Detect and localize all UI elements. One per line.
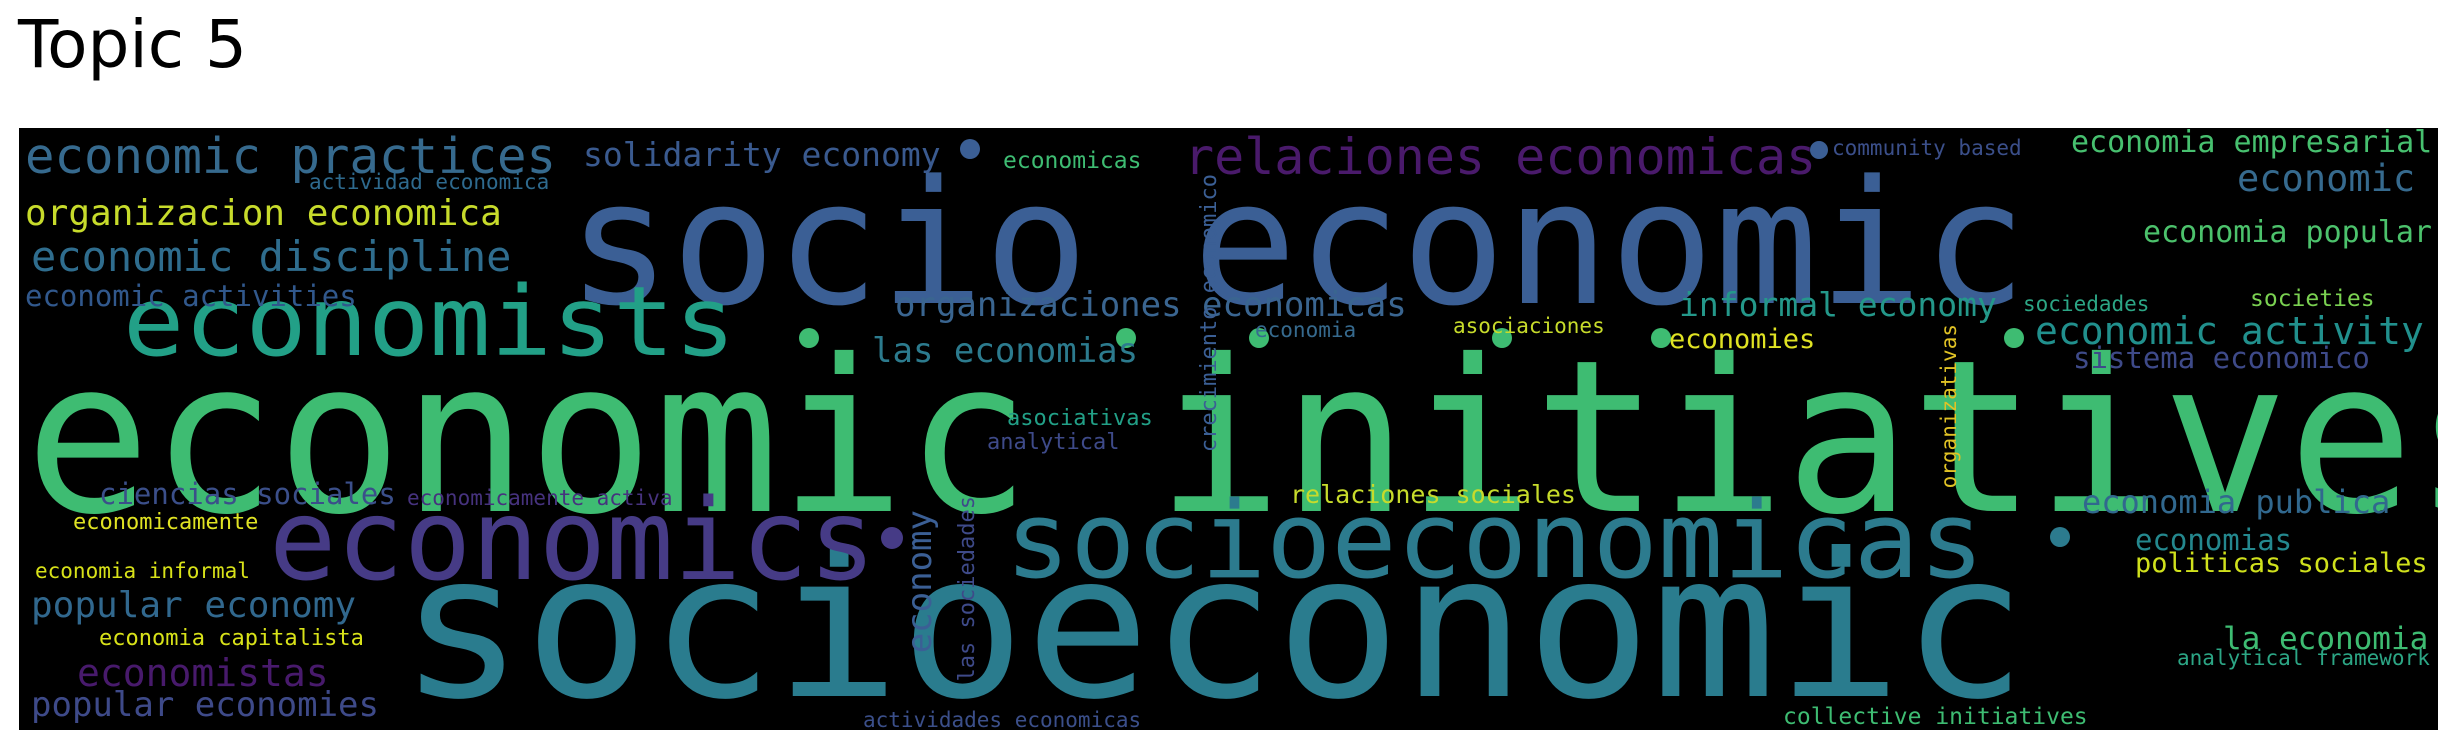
word-cloud-dot bbox=[1249, 328, 1269, 348]
word-sistema-economico: sistema economico bbox=[2073, 341, 2370, 375]
word-cloud-dot bbox=[2050, 527, 2070, 547]
word-organizaciones-economicas: organizaciones economicas bbox=[895, 285, 1407, 325]
word-cloud-dot bbox=[799, 328, 819, 348]
word-economic-activity: economic activity bbox=[2035, 309, 2424, 353]
word-crecimiento-economico: crecimiento economico bbox=[1197, 174, 1222, 453]
word-cloud: economic initiatives socioeconomic socio… bbox=[19, 128, 2438, 730]
word-socio-economic: socio economic bbox=[567, 143, 2027, 344]
word-economicamente-activa: economicamente activa bbox=[407, 486, 673, 510]
word-economia-popular: economia popular bbox=[2143, 215, 2432, 250]
word-cloud-dot bbox=[1116, 328, 1136, 348]
word-las-economias: las economias bbox=[872, 331, 1139, 371]
word-sociedades: sociedades bbox=[2023, 292, 2150, 316]
word-community-based: community based bbox=[1832, 136, 2022, 160]
page-title: Topic 5 bbox=[18, 6, 247, 83]
word-cloud-dot bbox=[960, 139, 980, 159]
word-organizativas: organizativas bbox=[1937, 324, 1961, 489]
word-economists: economists bbox=[123, 266, 736, 378]
word-solidarity-economy: solidarity economy bbox=[583, 135, 941, 174]
word-economies: economies bbox=[1669, 324, 1816, 355]
word-asociativas: asociativas bbox=[1007, 406, 1153, 431]
word-cloud-dot bbox=[881, 527, 903, 549]
word-economic-practices: economic practices bbox=[25, 128, 557, 185]
word-informal-economy: informal economy bbox=[1679, 285, 1997, 324]
word-economicas: economicas bbox=[1003, 148, 1142, 174]
word-economia-empresarial: economia empresarial bbox=[2071, 128, 2433, 160]
word-analytical: analytical bbox=[987, 430, 1120, 455]
word-la-economia: la economia bbox=[2223, 621, 2429, 657]
word-economic-discipline: economic discipline bbox=[31, 232, 512, 281]
word-analytical-framework: analytical framework bbox=[2177, 646, 2430, 670]
word-economia-publica: economia publica bbox=[2082, 483, 2391, 521]
word-cloud-dot bbox=[1492, 328, 1512, 348]
word-actividades-economicas: actividades economicas bbox=[863, 708, 1142, 731]
word-socioeconomicas: socioeconomicas bbox=[1005, 479, 1985, 602]
word-asociaciones: asociaciones bbox=[1453, 314, 1605, 338]
word-economic-activities: economic activities bbox=[25, 279, 357, 313]
word-economias: economias bbox=[2135, 523, 2293, 557]
word-economicamente: economicamente bbox=[73, 510, 259, 535]
word-economistas: economistas bbox=[77, 651, 329, 695]
word-ciencias-sociales: ciencias sociales bbox=[99, 477, 396, 511]
word-economics: economics bbox=[269, 476, 876, 606]
word-popular-economy: popular economy bbox=[31, 585, 357, 626]
word-actividad-economica: actividad economica bbox=[309, 170, 550, 194]
word-politicas-sociales: politicas sociales bbox=[2135, 548, 2428, 579]
word-collective-initiatives: collective initiatives bbox=[1783, 704, 2088, 730]
word-economia-informal: economia informal bbox=[35, 559, 250, 583]
word-cloud-dot bbox=[2004, 328, 2024, 348]
word-organizacion-economica: organizacion economica bbox=[25, 193, 502, 234]
word-economia: economia bbox=[1255, 318, 1357, 342]
word-popular-economies: popular economies bbox=[31, 685, 379, 725]
word-las-sociedades: las sociedades bbox=[955, 496, 980, 682]
word-relaciones-sociales: relaciones sociales bbox=[1290, 480, 1576, 509]
word-economy: economy bbox=[900, 510, 940, 654]
word-economia-capitalista: economia capitalista bbox=[99, 626, 364, 651]
word-socioeconomic: socioeconomic bbox=[399, 511, 2027, 730]
word-societies: societies bbox=[2250, 286, 2375, 312]
word-economic-initiatives: economic initiatives bbox=[25, 314, 2438, 561]
word-cloud-dot bbox=[1810, 141, 1828, 159]
word-cloud-dot bbox=[1651, 328, 1671, 348]
word-economic: economic bbox=[2237, 157, 2416, 200]
word-relaciones-economicas: relaciones economicas bbox=[1184, 128, 1817, 186]
